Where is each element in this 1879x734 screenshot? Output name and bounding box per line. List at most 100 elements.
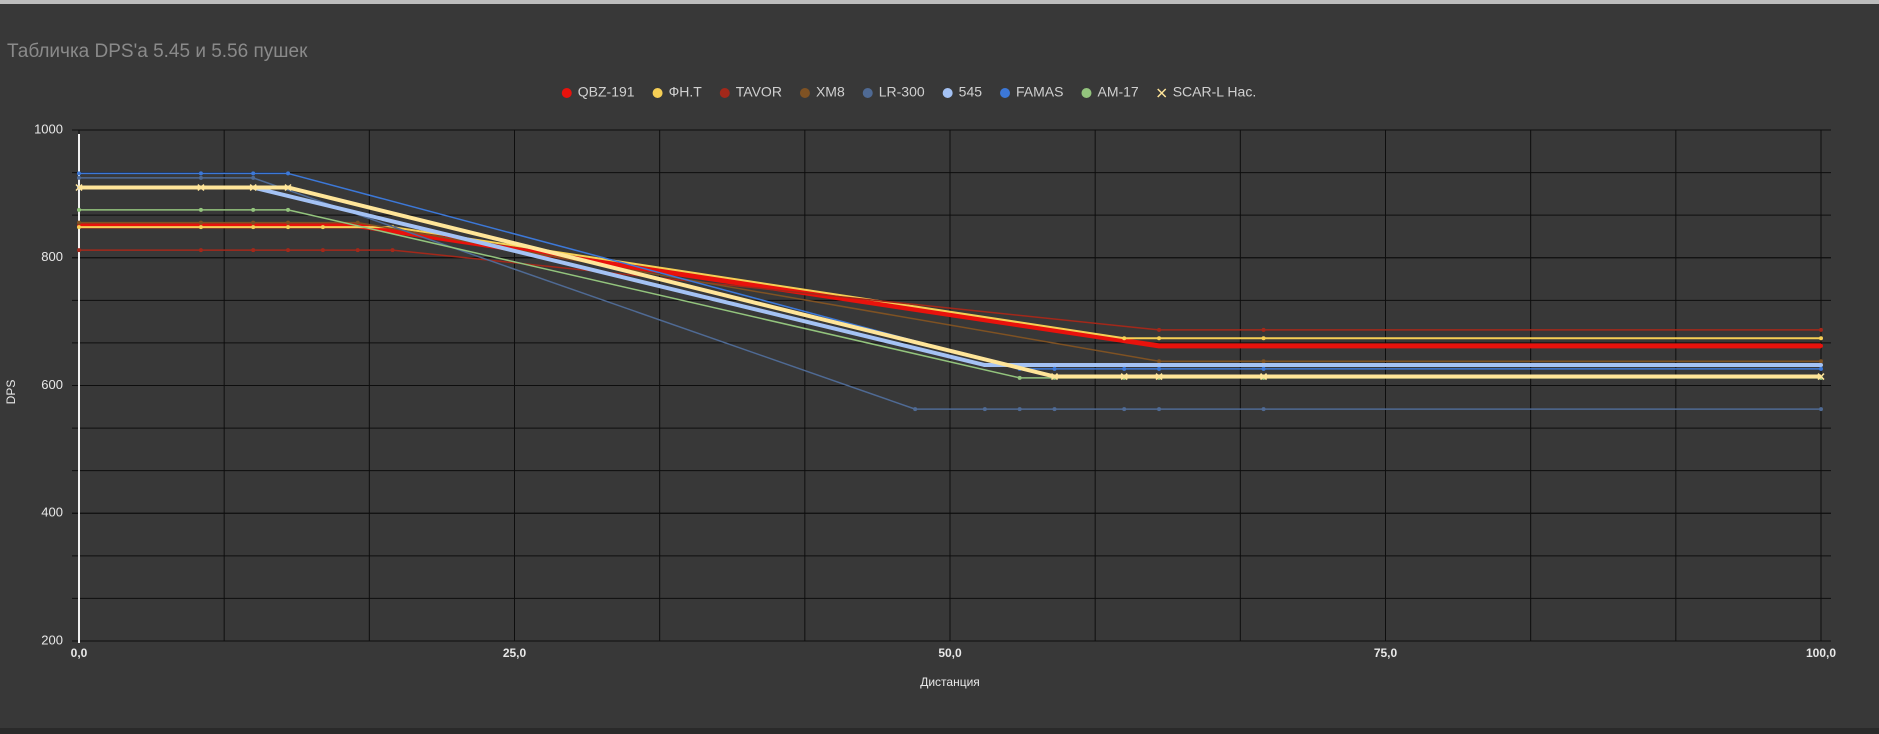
y-tick-label: 1000 — [34, 121, 63, 136]
point-marker — [1157, 327, 1162, 332]
legend-label: XM8 — [816, 84, 845, 100]
point-marker — [251, 220, 256, 225]
point-marker — [1050, 373, 1059, 381]
legend-item: LR-300 — [862, 84, 925, 100]
point-marker — [286, 225, 291, 230]
y-tick-label: 600 — [41, 377, 63, 392]
point-marker — [1157, 366, 1162, 371]
legend-label: FAMAS — [1016, 84, 1063, 100]
point-marker — [1155, 373, 1163, 381]
point-marker — [1122, 407, 1127, 412]
legend-symbol — [652, 88, 663, 98]
legend-symbol — [1000, 88, 1011, 98]
top-border — [0, 0, 1879, 4]
point-marker — [77, 220, 81, 225]
point-marker — [1819, 327, 1823, 332]
point-marker — [355, 248, 360, 253]
point-marker — [1819, 343, 1823, 348]
point-marker — [1052, 366, 1057, 371]
point-marker — [1819, 407, 1823, 412]
legend-symbol — [1157, 88, 1167, 98]
y-tick-label: 400 — [41, 505, 63, 520]
point-marker — [286, 171, 291, 176]
legend-symbol — [1081, 88, 1092, 98]
legend-symbol — [799, 88, 810, 98]
point-marker — [198, 171, 203, 176]
legend-label: TAVOR — [736, 84, 782, 100]
series-line — [79, 249, 1821, 331]
point-marker — [1261, 407, 1266, 412]
point-marker — [249, 183, 257, 192]
point-marker — [284, 183, 292, 192]
point-marker — [1261, 359, 1266, 364]
point-marker — [251, 248, 256, 253]
legend: QBZ-191 ФН.Т TAVOR XM8 LR-300 545 FAMAS AM-17 SC… — [561, 84, 1256, 100]
legend-item: AM-17 — [1081, 84, 1139, 100]
point-marker — [1120, 373, 1128, 381]
x-tick-label: 0,0 — [71, 646, 88, 660]
point-marker — [1261, 366, 1266, 371]
point-marker — [1819, 336, 1823, 341]
legend-label: ФН.Т — [669, 84, 703, 100]
point-marker — [982, 407, 987, 412]
point-marker — [390, 248, 395, 253]
point-marker — [251, 225, 256, 230]
point-marker — [320, 225, 325, 230]
legend-item: XM8 — [799, 84, 845, 100]
point-marker — [286, 220, 291, 225]
point-marker — [198, 220, 203, 225]
point-marker — [75, 183, 83, 192]
point-marker — [251, 171, 256, 176]
point-marker — [320, 248, 325, 253]
legend-item: SCAR-L Нас. — [1157, 84, 1256, 100]
point-marker — [77, 248, 81, 253]
point-marker — [286, 248, 291, 253]
x-tick-label: 50,0 — [938, 646, 962, 660]
point-marker — [1017, 375, 1022, 380]
y-tick-label: 800 — [41, 249, 63, 264]
series-line — [79, 221, 1821, 362]
legend-label: QBZ-191 — [578, 84, 635, 100]
bottom-border — [0, 728, 1879, 734]
point-marker — [251, 207, 256, 212]
point-marker — [1819, 359, 1823, 364]
point-marker — [77, 171, 81, 176]
point-marker — [198, 225, 203, 230]
point-marker — [1017, 407, 1022, 412]
point-marker — [355, 220, 360, 225]
point-marker — [1261, 327, 1266, 332]
point-marker — [77, 175, 81, 180]
point-marker — [197, 183, 205, 192]
legend-item: ФН.Т — [652, 84, 703, 100]
point-marker — [1122, 366, 1127, 371]
legend-symbol — [561, 88, 572, 98]
legend-symbol — [942, 88, 953, 98]
point-marker — [1157, 363, 1162, 368]
series-line — [79, 226, 1821, 340]
point-marker — [1819, 363, 1823, 368]
point-marker — [1122, 363, 1127, 368]
legend-symbol — [719, 88, 730, 98]
point-marker — [1157, 336, 1162, 341]
point-marker — [1819, 366, 1823, 371]
x-axis-label: Дистанция — [920, 675, 980, 689]
plot — [75, 171, 1825, 412]
point-marker — [1157, 359, 1162, 364]
grid: 200 400 600 800 1000 0,0 25,0 50,0 75,0 100,0 — [34, 121, 1836, 660]
point-marker — [982, 363, 987, 368]
legend-item: QBZ-191 — [561, 84, 635, 100]
legend-item: FAMAS — [1000, 84, 1063, 100]
point-marker — [1157, 343, 1162, 348]
point-marker — [198, 207, 203, 212]
point-marker — [1817, 373, 1825, 381]
point-marker — [198, 175, 203, 180]
point-marker — [1261, 363, 1266, 368]
x-tick-label: 100,0 — [1806, 646, 1836, 660]
point-marker — [1261, 336, 1266, 341]
point-marker — [1052, 407, 1057, 412]
point-marker — [1052, 363, 1057, 368]
y-axis-label: DPS — [4, 380, 18, 405]
point-marker — [1261, 343, 1266, 348]
